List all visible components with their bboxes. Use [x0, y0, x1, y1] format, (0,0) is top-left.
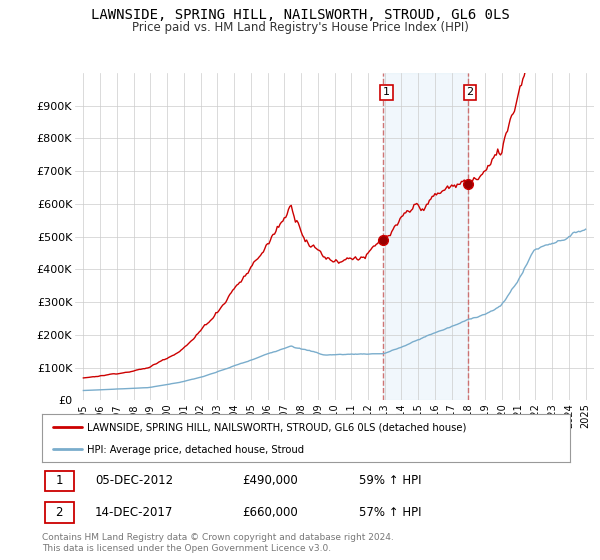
Text: £490,000: £490,000 [242, 474, 298, 487]
Text: 2: 2 [55, 506, 63, 519]
Text: 14-DEC-2017: 14-DEC-2017 [95, 506, 173, 519]
Text: LAWNSIDE, SPRING HILL, NAILSWORTH, STROUD, GL6 0LS: LAWNSIDE, SPRING HILL, NAILSWORTH, STROU… [91, 8, 509, 22]
FancyBboxPatch shape [44, 502, 74, 523]
Text: HPI: Average price, detached house, Stroud: HPI: Average price, detached house, Stro… [87, 445, 304, 455]
Text: 05-DEC-2012: 05-DEC-2012 [95, 474, 173, 487]
FancyBboxPatch shape [44, 470, 74, 491]
Text: 57% ↑ HPI: 57% ↑ HPI [359, 506, 421, 519]
Text: LAWNSIDE, SPRING HILL, NAILSWORTH, STROUD, GL6 0LS (detached house): LAWNSIDE, SPRING HILL, NAILSWORTH, STROU… [87, 423, 466, 433]
Text: 1: 1 [55, 474, 63, 487]
Bar [383, 73, 467, 400]
Text: 59% ↑ HPI: 59% ↑ HPI [359, 474, 421, 487]
Text: 2: 2 [467, 87, 473, 97]
Text: Price paid vs. HM Land Registry's House Price Index (HPI): Price paid vs. HM Land Registry's House … [131, 21, 469, 34]
Text: Contains HM Land Registry data © Crown copyright and database right 2024.
This d: Contains HM Land Registry data © Crown c… [42, 533, 394, 553]
Text: 1: 1 [383, 87, 390, 97]
Text: £660,000: £660,000 [242, 506, 298, 519]
